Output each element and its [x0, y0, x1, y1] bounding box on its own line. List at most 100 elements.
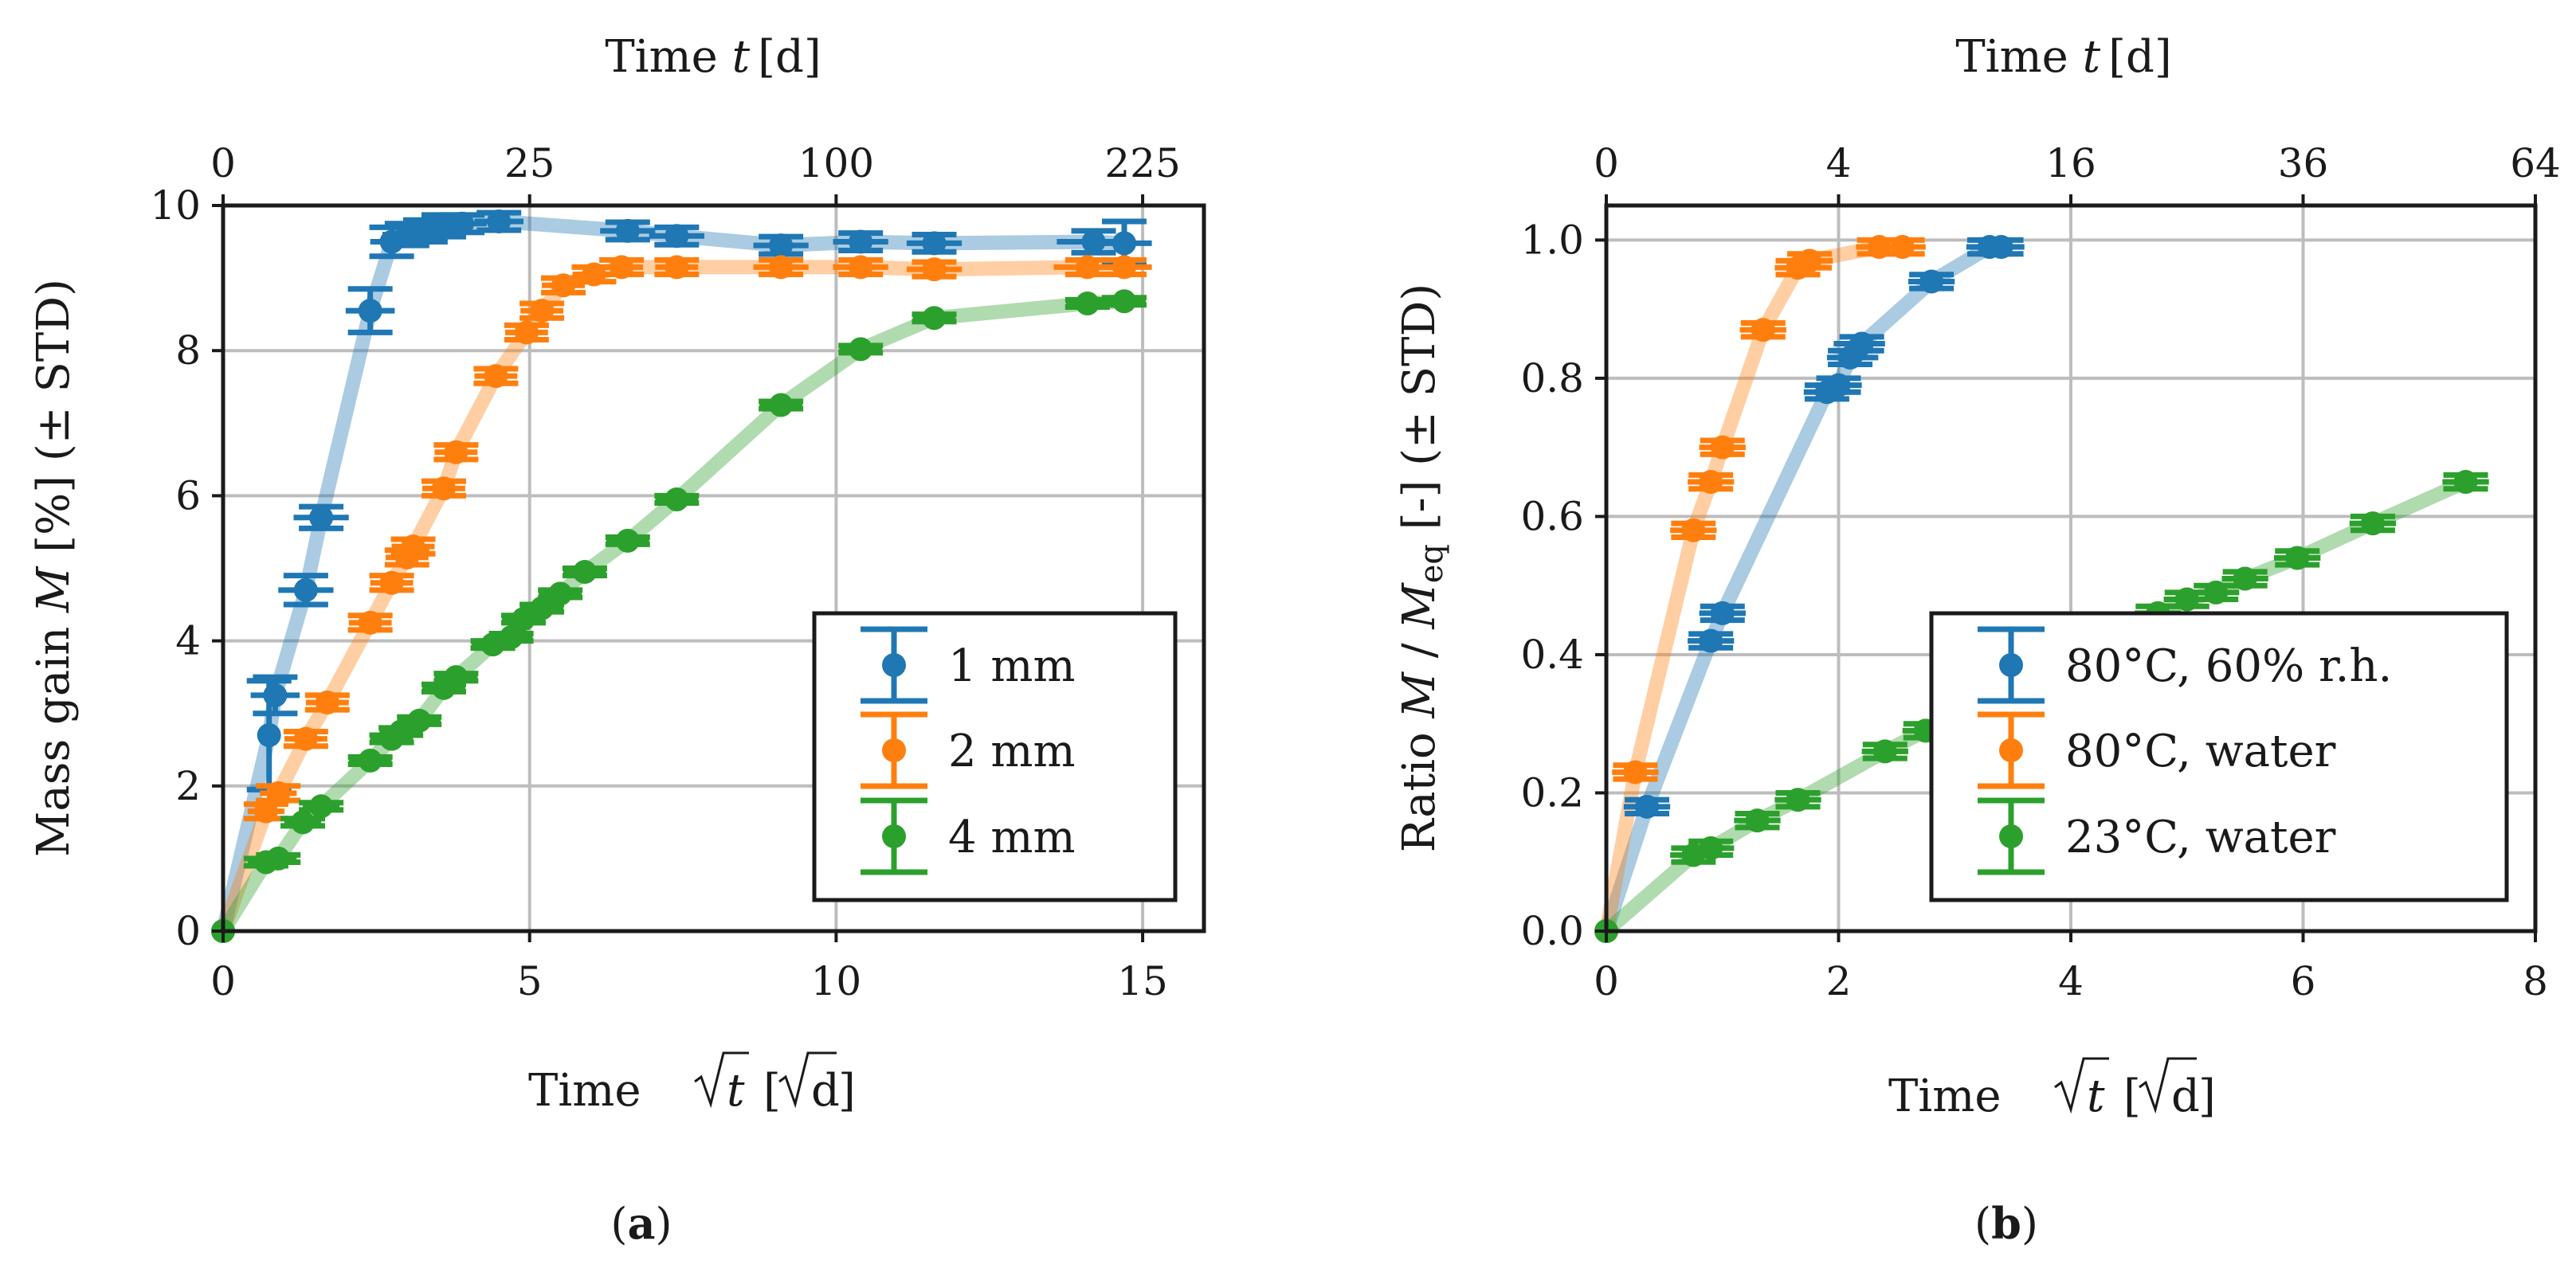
data-marker — [769, 393, 794, 417]
data-marker — [293, 577, 318, 602]
data-point — [473, 364, 519, 389]
data-point — [1774, 788, 1821, 812]
data-point — [600, 218, 656, 243]
panel-b-xlabel: Time t [ d ] — [1888, 1057, 2216, 1122]
x-tick-label: 5 — [517, 958, 543, 1004]
top-tick-label: 100 — [798, 140, 874, 186]
data-point — [759, 393, 804, 417]
data-point — [753, 255, 809, 280]
legend-marker — [1999, 738, 2023, 762]
data-point — [1670, 518, 1717, 542]
data-point — [433, 440, 479, 464]
data-point — [654, 255, 700, 280]
data-point — [1688, 836, 1735, 860]
data-point — [599, 255, 645, 280]
data-marker — [1681, 518, 1706, 542]
legend-marker — [882, 824, 906, 848]
top-tick-label: 16 — [2045, 140, 2096, 186]
data-marker — [1872, 739, 1897, 764]
svg-text:t: t — [2087, 1070, 2105, 1122]
panel-a-ylabel: Mass gain M [%] (± STD) — [28, 279, 80, 857]
data-point — [280, 810, 326, 835]
data-point — [562, 560, 607, 585]
data-point — [390, 534, 436, 559]
panel-b-ylabel: Ratio M / Meq [-] (± STD) — [1394, 284, 1450, 852]
data-point — [1786, 249, 1833, 273]
data-point — [912, 306, 957, 331]
panel-a-caption: (a) — [610, 1198, 672, 1249]
data-marker — [257, 723, 281, 748]
data-marker — [922, 257, 947, 282]
data-point — [299, 794, 344, 819]
data-point — [347, 748, 393, 773]
panel-b-ticks: 0 2 4 6 80.00.20.40.60.81.00 4 16 36 64 — [1520, 140, 2560, 1004]
y-tick-label: 10 — [150, 182, 201, 229]
legend-label: 80°C, water — [2065, 726, 2336, 777]
data-point — [1688, 628, 1735, 653]
data-point — [304, 691, 350, 715]
legend-marker — [882, 738, 906, 762]
data-point — [2442, 470, 2489, 495]
data-marker — [1786, 788, 1810, 812]
data-point — [250, 674, 300, 717]
data-point — [838, 337, 884, 362]
data-marker — [769, 233, 794, 258]
data-point — [649, 224, 704, 249]
data-marker — [379, 570, 404, 595]
data-marker — [1075, 291, 1100, 315]
y-tick-label: 0.8 — [1520, 355, 1584, 401]
x-tick-label: 0 — [210, 958, 236, 1004]
data-point — [605, 528, 650, 553]
y-tick-label: 8 — [175, 327, 201, 374]
data-point — [833, 255, 888, 280]
data-marker — [358, 748, 382, 773]
svg-text:]: ] — [2198, 1070, 2216, 1122]
data-marker — [922, 306, 947, 331]
data-marker — [358, 610, 382, 635]
data-marker — [1635, 794, 1660, 819]
top-tick-label: 64 — [2510, 140, 2561, 186]
data-point — [474, 209, 523, 234]
data-point — [1861, 739, 1908, 764]
data-point — [2349, 511, 2397, 536]
svg-text:d: d — [2171, 1070, 2200, 1122]
y-tick-label: 0.4 — [1520, 632, 1584, 678]
legend-entry: 1 mm — [861, 626, 1076, 704]
x-tick-label: 6 — [2291, 958, 2316, 1004]
top-tick-label: 4 — [1826, 140, 1852, 186]
legend-entry: 80°C, water — [1978, 711, 2336, 789]
data-point — [906, 231, 963, 256]
data-marker — [572, 560, 597, 585]
data-point — [753, 233, 809, 258]
data-point — [1838, 331, 1885, 356]
data-marker — [431, 476, 456, 501]
data-marker — [1699, 836, 1723, 860]
data-marker — [1112, 289, 1136, 314]
data-marker — [1081, 229, 1106, 254]
data-point — [833, 229, 888, 254]
data-point — [421, 476, 466, 501]
data-marker — [407, 708, 432, 733]
data-point — [433, 665, 479, 690]
data-marker — [293, 726, 318, 751]
data-point — [345, 286, 395, 335]
data-point — [520, 299, 565, 323]
panel-a-xlabel: Time t [ d ] — [528, 1051, 856, 1117]
data-marker — [2360, 511, 2385, 536]
top-tick-label: 0 — [210, 140, 236, 186]
data-point — [1699, 435, 1746, 460]
data-marker — [1112, 255, 1136, 280]
data-marker — [849, 337, 873, 362]
data-point — [256, 846, 301, 871]
data-point — [1734, 808, 1781, 833]
legend-label: 1 mm — [948, 640, 1076, 692]
data-marker — [1623, 760, 1648, 785]
y-tick-label: 2 — [175, 763, 201, 809]
data-point — [256, 781, 301, 805]
svg-text:]: ] — [838, 1065, 856, 1117]
data-marker — [530, 596, 555, 620]
legend-marker — [882, 653, 906, 677]
panel-a-legend: 1 mm 2 mm 4 mm — [812, 611, 1178, 902]
data-marker — [665, 224, 689, 249]
